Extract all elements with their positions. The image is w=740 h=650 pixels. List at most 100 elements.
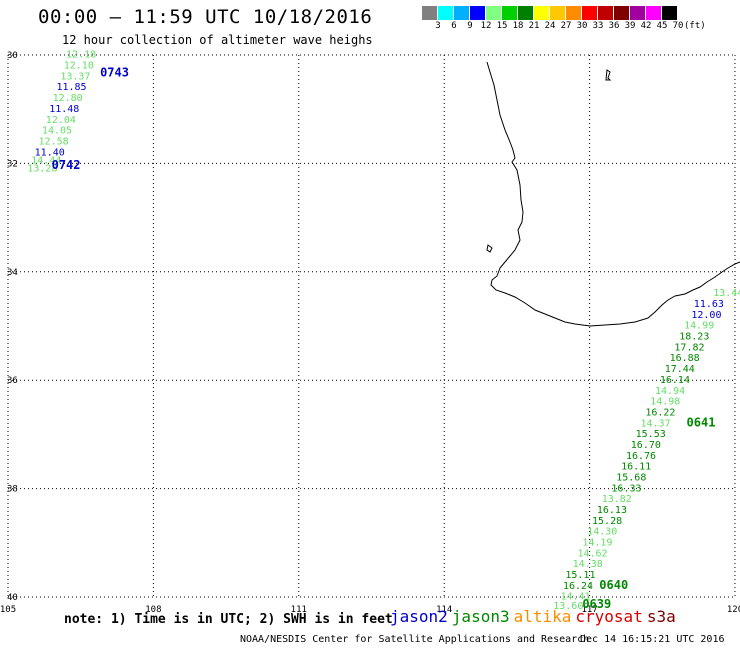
wave-height-value: 14.38 [573, 559, 603, 570]
satellite-s3a: s3a [646, 607, 676, 626]
wave-height-value: 14.05 [42, 126, 72, 137]
coastline-west-australia [486, 61, 740, 327]
longitude-tick-label: 114 [436, 605, 452, 615]
grid-lines: 105 108 111 114 117 120 30 32 34 36 38 40 [0, 51, 740, 615]
wave-height-value: 15.53 [636, 429, 666, 440]
legend-label: 45 [656, 21, 668, 31]
legend-swatch [614, 6, 630, 20]
coastline-rottnest [486, 244, 493, 253]
coastline [486, 61, 740, 327]
wave-height-value: 12.04 [46, 115, 76, 126]
wave-height-value: 18.23 [679, 332, 709, 343]
longitude-tick-label: 120 [727, 605, 740, 615]
satellite-jason3: jason3 [451, 607, 510, 626]
wave-height-value: 16.13 [597, 505, 627, 516]
wave-height-value: 16.24 [563, 581, 593, 592]
wave-height-value: 16.70 [631, 440, 661, 451]
credit-line: NOAA/NESDIS Center for Satellite Applica… [240, 634, 590, 645]
legend-label: 39 [624, 21, 636, 31]
legend-label: 24 [544, 21, 556, 31]
wave-height-value: 12.00 [691, 310, 721, 321]
wave-height-value: 14.98 [650, 397, 680, 408]
wave-height-value: 12.58 [39, 136, 69, 147]
legend-labels: 3 6 9 12 15 18 21 24 27 30 33 36 39 42 45 70 (ft) [422, 21, 705, 33]
wave-height-value: 12.80 [53, 93, 83, 104]
legend-label: 33 [592, 21, 604, 31]
pass-time-label: 0639 [582, 597, 611, 611]
legend-label: 18 [512, 21, 524, 31]
legend-swatch [422, 6, 438, 20]
wave-height-value: 16.76 [626, 451, 656, 462]
latitude-tick-label: 32 [7, 159, 18, 169]
legend-swatch [566, 6, 582, 20]
wave-height-value: 14.62 [577, 548, 607, 559]
legend-label: 30 [576, 21, 588, 31]
wave-height-color-legend: 3 6 9 12 15 18 21 24 27 30 33 36 39 42 45 70 (ft) [422, 6, 706, 33]
wave-height-value: 13.37 [60, 71, 90, 82]
legend-swatches [422, 6, 678, 20]
wave-height-value: 16.88 [670, 353, 700, 364]
wave-height-value: 12.18 [66, 50, 96, 61]
legend-label: 42 [640, 21, 652, 31]
wave-height-value: 11.40 [35, 147, 65, 158]
satellite-legend: jason2 jason3 altika cryosat s3a [390, 607, 680, 626]
wave-height-value: 15.11 [565, 570, 595, 581]
pass-time-label: 0640 [599, 578, 628, 592]
legend-swatch [630, 6, 646, 20]
legend-swatch [502, 6, 518, 20]
legend-label: 70 [672, 21, 684, 31]
wave-height-value: 16.33 [611, 483, 641, 494]
legend-unit: (ft) [684, 21, 706, 31]
longitude-tick-label: 105 [0, 605, 16, 615]
footer-note: note: 1) Time is in UTC; 2) SWH is in fe… [64, 612, 393, 627]
latitude-tick-label: 30 [7, 51, 18, 61]
wave-height-value: 11.48 [49, 104, 79, 115]
wave-height-value: 17.82 [674, 342, 704, 353]
wave-height-value: 13.60 [553, 601, 583, 612]
satellite-altika: altika [513, 607, 572, 626]
generation-timestamp: Dec 14 16:15:21 UTC 2016 [580, 634, 725, 645]
wave-height-value: 14.30 [587, 527, 617, 538]
legend-swatch [598, 6, 614, 20]
wave-height-value: 15.28 [592, 516, 622, 527]
pass-time-label: 0743 [100, 66, 129, 80]
legend-label: 36 [608, 21, 620, 31]
map-title: 00:00 – 11:59 UTC 10/18/2016 [38, 6, 373, 28]
wave-height-value: 14.19 [582, 538, 612, 549]
legend-label: 6 [451, 21, 457, 31]
legend-swatch [518, 6, 534, 20]
wave-height-value: 11.63 [694, 299, 724, 310]
longitude-tick-label: 117 [581, 605, 597, 615]
satellite-cryosat: cryosat [575, 607, 643, 626]
wave-height-value: 14.37 [640, 418, 670, 429]
wave-height-value: 16.11 [621, 462, 651, 473]
altimeter-observations: 12.1812.1013.3711.8512.8011.4812.0414.05… [27, 50, 740, 612]
wave-height-value: 11.85 [56, 82, 86, 93]
pass-time-label: 0641 [687, 415, 716, 429]
legend-swatch [550, 6, 566, 20]
wave-height-value: 14.99 [684, 321, 714, 332]
legend-swatch [646, 6, 662, 20]
wave-height-value: 16.22 [645, 407, 675, 418]
latitude-tick-label: 38 [7, 485, 18, 495]
wave-height-value: 17.44 [665, 364, 695, 375]
longitude-tick-label: 111 [291, 605, 307, 615]
legend-label: 15 [496, 21, 508, 31]
legend-swatch [470, 6, 486, 20]
legend-label: 12 [480, 21, 492, 31]
legend-swatch [486, 6, 502, 20]
legend-label: 9 [467, 21, 473, 31]
map-subtitle: 12 hour collection of altimeter wave hei… [62, 33, 373, 47]
latitude-tick-label: 34 [7, 268, 18, 278]
legend-label: 27 [560, 21, 572, 31]
wave-height-value: 13.44 [713, 288, 740, 299]
wave-height-value: 16.14 [660, 375, 690, 386]
legend-label: 3 [435, 21, 441, 31]
legend-swatch [582, 6, 598, 20]
legend-swatch [438, 6, 454, 20]
wave-height-value: 13.82 [602, 494, 632, 505]
wave-height-value: 14.44 [31, 155, 61, 166]
legend-swatch [662, 6, 678, 20]
latitude-tick-label: 40 [7, 593, 18, 603]
